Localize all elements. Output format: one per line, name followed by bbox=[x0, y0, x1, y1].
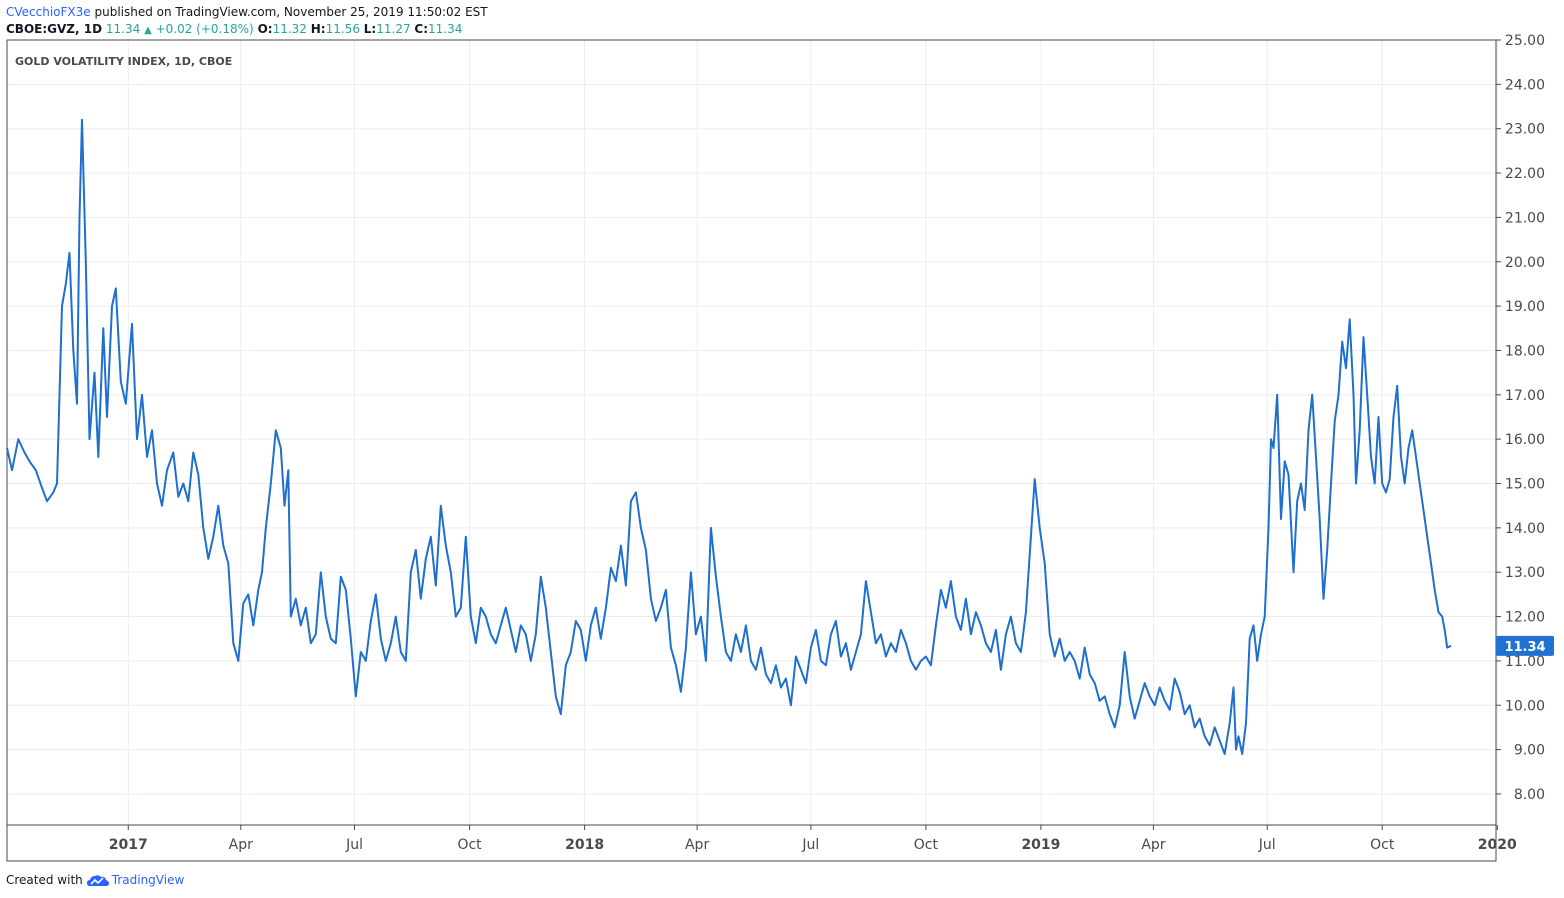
gvz-series-line bbox=[6, 118, 1452, 755]
x-tick-label: 2020 bbox=[1478, 837, 1517, 853]
change-value: +0.02 (+0.18%) bbox=[155, 22, 254, 36]
tradingview-link[interactable]: TradingView bbox=[86, 873, 185, 887]
y-tick-label: 8.00 bbox=[1514, 787, 1545, 803]
y-tick-label: 9.00 bbox=[1514, 743, 1545, 759]
x-tick-label: Oct bbox=[1370, 837, 1395, 853]
low-label: L: bbox=[363, 22, 377, 36]
y-tick-label: 22.00 bbox=[1505, 166, 1545, 182]
high-value: 11.56 bbox=[325, 22, 360, 36]
symbol-info: CBOE:GVZ, 1D 11.34 ▲ +0.02 (+0.18%) O:11… bbox=[6, 22, 462, 36]
x-tick-label: Jul bbox=[801, 837, 819, 853]
y-tick-label: 18.00 bbox=[1505, 343, 1545, 359]
y-tick-label: 10.00 bbox=[1505, 698, 1545, 714]
author-link[interactable]: CVecchioFX3e bbox=[6, 5, 91, 19]
x-tick-label: Apr bbox=[685, 837, 709, 853]
open-value: 11.32 bbox=[272, 22, 307, 36]
y-tick-label: 15.00 bbox=[1505, 477, 1545, 493]
y-tick-label: 11.00 bbox=[1505, 654, 1545, 670]
x-tick-label: 2018 bbox=[565, 837, 604, 853]
x-tick-label: 2019 bbox=[1021, 837, 1060, 853]
y-tick-label: 13.00 bbox=[1505, 565, 1545, 581]
footer: Created with TradingView bbox=[6, 873, 184, 887]
x-tick-label: Jul bbox=[345, 837, 363, 853]
symbol-label: CBOE:GVZ, 1D bbox=[6, 22, 103, 36]
close-label: C: bbox=[414, 22, 429, 36]
y-tick-label: 14.00 bbox=[1505, 521, 1545, 537]
y-tick-label: 23.00 bbox=[1505, 122, 1545, 138]
x-tick-label: Apr bbox=[229, 837, 253, 853]
y-tick-label: 16.00 bbox=[1505, 432, 1545, 448]
last-value-badge: 11.34 bbox=[1496, 635, 1554, 656]
y-tick-label: 25.00 bbox=[1505, 33, 1545, 49]
last-value-label: 11.34 bbox=[1504, 640, 1545, 655]
y-tick-label: 19.00 bbox=[1505, 299, 1545, 315]
tradingview-brand-text: TradingView bbox=[111, 873, 185, 887]
horizontal-gridlines bbox=[7, 39, 1496, 795]
y-tick-label: 12.00 bbox=[1505, 610, 1545, 626]
gvz-line-chart[interactable]: GOLD VOLATILITY INDEX, 1D, CBOE 8.00 9.00… bbox=[0, 0, 1564, 866]
y-tick-label: 24.00 bbox=[1505, 77, 1545, 93]
up-arrow-icon: ▲ bbox=[144, 25, 152, 36]
plot-border bbox=[6, 39, 1497, 862]
x-tick-label: Apr bbox=[1141, 837, 1165, 853]
x-tick-label: 2017 bbox=[109, 837, 148, 853]
high-label: H: bbox=[310, 22, 326, 36]
publish-info: CVecchioFX3e published on TradingView.co… bbox=[6, 5, 488, 19]
x-tick-label: Jul bbox=[1258, 837, 1276, 853]
y-tick-label: 20.00 bbox=[1505, 255, 1545, 271]
x-tick-label: Oct bbox=[914, 837, 939, 853]
time-axis-labels: 2017 Apr Jul Oct 2018 Apr Jul Oct 2019 Apr Jul Oct 2… bbox=[109, 825, 1517, 853]
created-with-text: Created with bbox=[6, 873, 83, 887]
tradingview-cloud-icon bbox=[86, 874, 109, 886]
published-text: published on TradingView.com, November 2… bbox=[94, 5, 488, 19]
y-tick-label: 17.00 bbox=[1505, 388, 1545, 404]
close-value: 11.34 bbox=[428, 22, 463, 36]
vertical-gridlines bbox=[127, 40, 1498, 825]
y-tick-label: 21.00 bbox=[1505, 210, 1545, 226]
price-axis-labels: 8.00 9.00 10.00 11.00 12.00 13.00 14.00 15.00 16… bbox=[1496, 33, 1545, 803]
last-price: 11.34 bbox=[105, 22, 141, 36]
open-label: O: bbox=[257, 22, 273, 36]
legend-title: GOLD VOLATILITY INDEX, 1D, CBOE bbox=[15, 55, 232, 68]
x-tick-label: Oct bbox=[457, 837, 482, 853]
low-value: 11.27 bbox=[376, 22, 411, 36]
